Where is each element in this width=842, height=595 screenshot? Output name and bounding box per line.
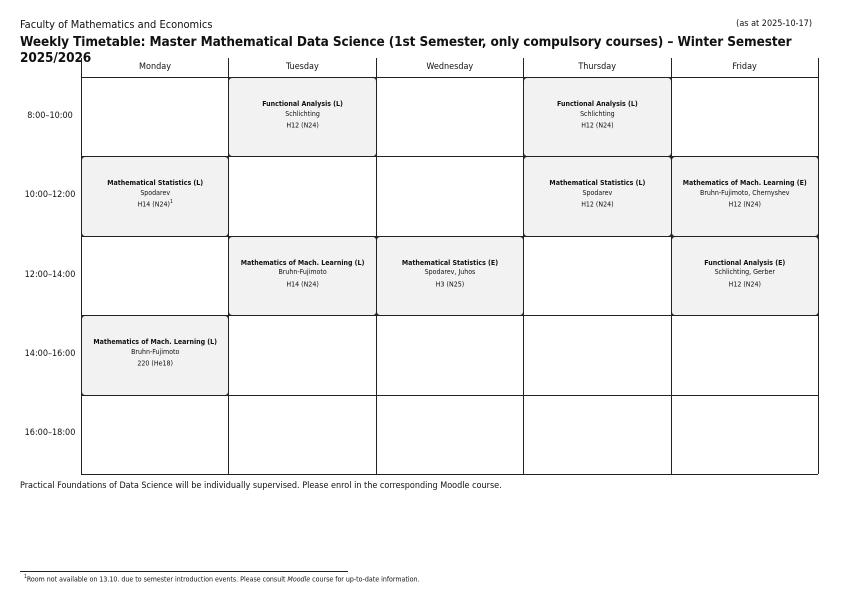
course-lecturer: Spodarev [582, 188, 613, 197]
footnote-moodle: Moodle [287, 575, 311, 584]
course-room: H12 (N24) [286, 119, 318, 131]
footnote-text-end: course for up-to-date information. [310, 575, 420, 584]
course-block: Mathematics of Mach. Learning (E) Bruhn-F… [670, 156, 819, 237]
course-lecturer: Spodarev, Juhos [424, 268, 476, 277]
course-block: Functional Analysis (L) Schlichting H12 (N… [228, 77, 377, 158]
course-title: Functional Analysis (L) [262, 100, 343, 108]
day-header-monday: Monday [139, 62, 171, 72]
room-text: H12 (N24) [286, 121, 319, 130]
day-header-friday: Friday [732, 62, 757, 72]
course-lecturer: Bruhn-Fujimoto [131, 347, 180, 356]
course-block: Mathematics of Mach. Learning (L) Bruhn-F… [81, 315, 230, 396]
as-at-date: (as at 2025-10-17) [736, 19, 812, 29]
row-divider [81, 77, 818, 78]
room-text: H12 (N24) [581, 200, 614, 209]
course-title: Mathematics of Mach. Learning (L) [93, 338, 218, 347]
row-divider [81, 474, 818, 475]
footnote-ref: 1 [169, 199, 173, 206]
supervision-note: Practical Foundations of Data Science wi… [20, 481, 502, 491]
course-block: Functional Analysis (L) Schlichting H12 (N… [523, 77, 672, 158]
day-header-wednesday: Wednesday [426, 62, 474, 72]
course-title: Mathematical Statistics (L) [549, 179, 646, 188]
course-room: H12 (N24) [729, 278, 761, 290]
course-room: H12 (N24) [729, 198, 761, 210]
room-text: H14 (N24) [137, 200, 170, 209]
day-header-thursday: Thursday [578, 62, 617, 72]
row-divider [81, 156, 818, 158]
course-room: H12 (N24) [581, 119, 613, 131]
row-divider [81, 394, 818, 396]
course-room: 220 (He18) [137, 357, 173, 369]
room-text: H12 (N24) [581, 121, 614, 130]
course-room: H3 (N25) [436, 278, 464, 290]
room-text: 220 (He18) [137, 359, 173, 368]
course-title: Mathematics of Mach. Learning (E) [682, 179, 807, 188]
footnote-divider [20, 571, 348, 572]
footnote: 1Room not available on 13.10. due to sem… [24, 574, 419, 583]
course-title: Mathematical Statistics (E) [401, 258, 499, 267]
course-block: Mathematics of Mach. Learning (L) Bruhn-F… [228, 235, 377, 317]
room-text: H14 (N24) [286, 280, 319, 289]
course-block: Mathematical Statistics (E) Spodarev, Juh… [375, 235, 525, 317]
footnote-text: Room not available on 13.10. due to seme… [26, 575, 288, 584]
column-divider [81, 58, 82, 474]
course-title: Functional Analysis (E) [704, 258, 786, 267]
course-room: H14 (N24) [286, 278, 318, 290]
room-text: H12 (N24) [728, 280, 761, 289]
footnote-mark: 1 [24, 574, 27, 580]
course-lecturer: Bruhn-Fujimoto [278, 268, 327, 277]
time-slot-label: 10:00–12:00 [24, 190, 76, 201]
course-lecturer: Schlichting, Gerber [714, 268, 775, 277]
room-text: H12 (N24) [728, 200, 761, 209]
course-room: H12 (N24) [581, 198, 613, 210]
course-title: Mathematical Statistics (L) [107, 179, 204, 188]
time-slot-label: 12:00–14:00 [24, 269, 76, 280]
course-title: Mathematics of Mach. Learning (L) [240, 258, 365, 267]
day-header-tuesday: Tuesday [285, 62, 319, 72]
time-slot-label: 14:00–16:00 [24, 348, 76, 359]
course-block: Mathematical Statistics (L) Spodarev H14 (… [81, 156, 230, 237]
course-lecturer: Spodarev [140, 188, 171, 197]
course-lecturer: Schlichting [580, 109, 615, 118]
course-title: Functional Analysis (L) [557, 100, 638, 108]
course-lecturer: Schlichting [285, 109, 320, 118]
room-text: H3 (N25) [435, 280, 465, 289]
page-title: Weekly Timetable: Master Mathematical Da… [20, 34, 792, 66]
course-room: H14 (N24)1 [138, 198, 173, 210]
course-block: Functional Analysis (E) Schlichting, Gerb… [670, 235, 819, 317]
time-slot-label: 16:00–18:00 [24, 428, 76, 439]
faculty-name: Faculty of Mathematics and Economics [20, 18, 213, 31]
course-lecturer: Bruhn-Fujimoto, Chernyshev [700, 188, 790, 197]
course-block: Mathematical Statistics (L) Spodarev H12 (… [523, 156, 672, 237]
time-slot-label: 8:00–10:00 [27, 110, 73, 121]
